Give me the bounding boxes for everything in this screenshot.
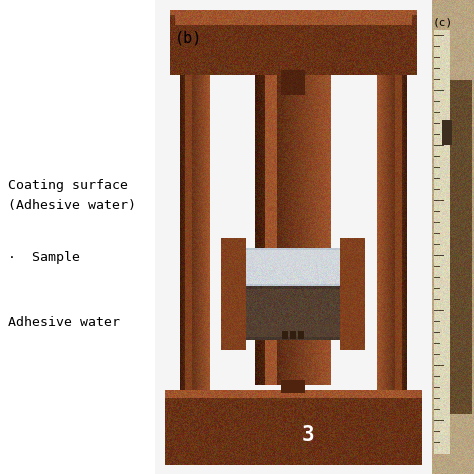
Text: Adhesive water: Adhesive water xyxy=(8,316,120,328)
Text: 3: 3 xyxy=(301,425,314,445)
Text: Coating surface: Coating surface xyxy=(8,179,128,191)
Text: (Adhesive water): (Adhesive water) xyxy=(8,199,136,211)
Text: (c): (c) xyxy=(433,17,453,27)
Text: (b): (b) xyxy=(175,30,202,46)
Text: ·  Sample: · Sample xyxy=(8,252,80,264)
